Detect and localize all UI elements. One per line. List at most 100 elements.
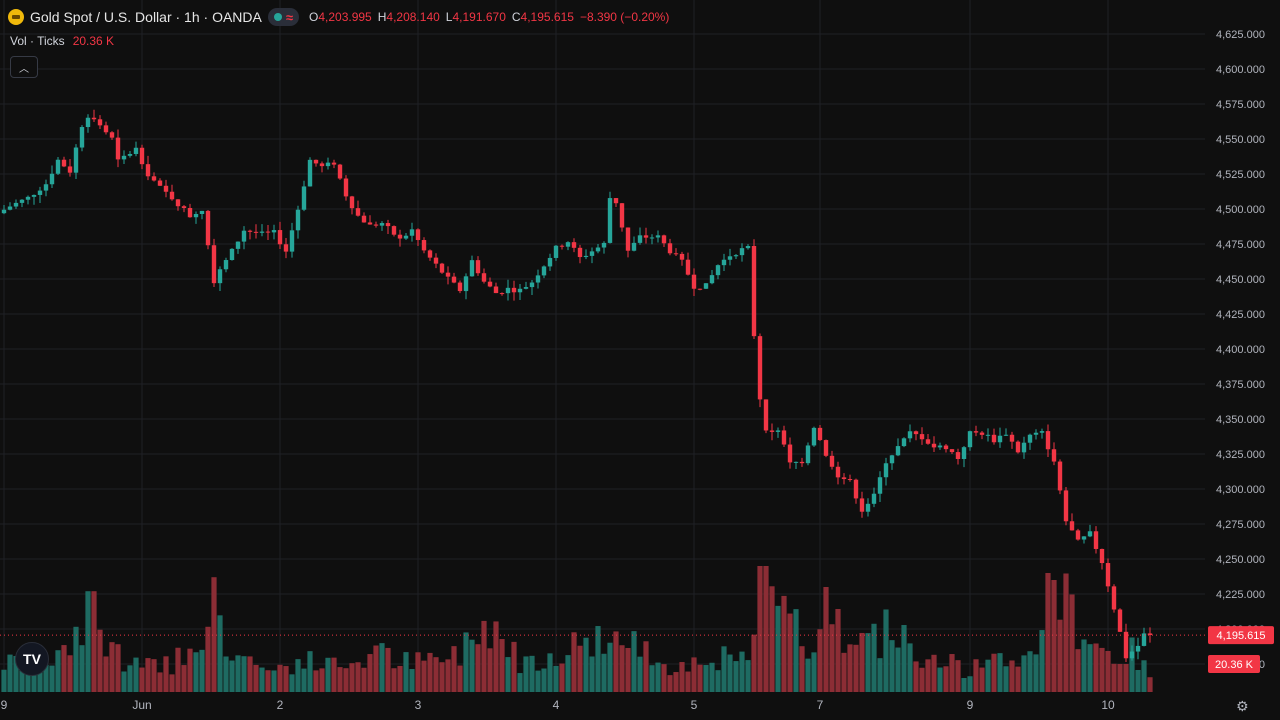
volume-bar <box>937 667 943 692</box>
candle-body <box>601 242 607 248</box>
y-tick-label: 4,625.000 <box>1216 29 1265 41</box>
candle-body <box>199 210 205 215</box>
volume-bar <box>139 667 145 692</box>
candle-body <box>439 263 445 273</box>
candle-body <box>331 162 337 165</box>
candle-body <box>31 194 37 197</box>
price-axis[interactable]: 4,175.0004,200.0004,225.0004,250.0004,27… <box>1205 0 1280 720</box>
candle-body <box>121 155 127 160</box>
volume-bar <box>109 642 115 692</box>
candle-body <box>589 251 595 256</box>
volume-bar <box>37 667 43 692</box>
candle-body <box>181 206 187 209</box>
candle-body <box>973 431 979 433</box>
y-tick-label: 4,325.000 <box>1216 449 1265 461</box>
volume-bar <box>667 675 673 692</box>
candle-body <box>481 273 487 282</box>
candle-body <box>841 477 847 480</box>
volume-bar <box>805 658 811 692</box>
collapse-legend-button[interactable]: ︿ <box>10 56 38 78</box>
candle-body <box>349 196 355 209</box>
candle-body <box>1063 490 1069 522</box>
volume-bar <box>505 657 511 692</box>
volume-bar <box>325 657 331 692</box>
volume-bar <box>271 670 277 692</box>
volume-bar <box>265 670 271 692</box>
candle-body <box>871 493 877 504</box>
candle-body <box>823 440 829 456</box>
market-status-pill[interactable]: ≈ <box>267 8 299 26</box>
chart-grid <box>0 0 1205 692</box>
tradingview-logo-icon[interactable]: TV <box>15 642 49 676</box>
candle-body <box>961 447 967 460</box>
volume-bar <box>367 654 373 692</box>
volume-bar <box>595 626 601 692</box>
candle-body <box>799 461 805 464</box>
volume-bar <box>631 631 637 692</box>
time-axis[interactable]: 9 Jun 2 3 4 5 7 9 10 <box>1 698 1115 712</box>
volume-bar <box>163 656 169 692</box>
x-tick-label: 7 <box>817 698 824 712</box>
volume-bar <box>571 632 577 692</box>
volume-label[interactable]: Vol · Ticks <box>10 34 65 48</box>
candle-body <box>805 445 811 464</box>
volume-bar <box>913 661 919 692</box>
candle-body <box>595 247 601 252</box>
volume-bar <box>655 662 661 692</box>
candle-body <box>613 198 619 204</box>
x-tick-label: Jun <box>132 698 151 712</box>
y-tick-label: 4,350.000 <box>1216 414 1265 426</box>
symbol-legend: Gold Spot / U.S. Dollar · 1h · OANDA ≈ O… <box>8 8 669 26</box>
candle-body <box>637 235 643 243</box>
symbol-title[interactable]: Gold Spot / U.S. Dollar · 1h · OANDA <box>30 9 262 25</box>
volume-bar <box>103 656 109 692</box>
x-tick-label: 10 <box>1101 698 1115 712</box>
volume-bar <box>229 660 235 692</box>
volume-bar <box>331 657 337 692</box>
volume-bar <box>61 645 67 692</box>
candle-body <box>151 176 157 181</box>
candle-body <box>73 147 79 173</box>
candle-body <box>1045 431 1051 450</box>
candle-body <box>265 231 271 233</box>
candle-body <box>901 438 907 447</box>
candle-body <box>1039 431 1045 433</box>
volume-bar <box>577 645 583 692</box>
candle-body <box>1135 645 1141 652</box>
candle-body <box>697 288 703 290</box>
volume-bar <box>313 670 319 692</box>
candle-body <box>427 250 433 258</box>
candle-body <box>49 173 55 185</box>
volume-bar <box>685 671 691 692</box>
y-tick-label: 4,425.000 <box>1216 309 1265 321</box>
volume-bar <box>853 644 859 692</box>
candle-body <box>1069 521 1075 531</box>
volume-bar <box>799 646 805 692</box>
candle-body <box>37 190 43 195</box>
close-label: C <box>511 10 521 24</box>
candle-body <box>955 452 961 460</box>
volume-bar <box>493 621 499 692</box>
volume-bar <box>1033 654 1039 692</box>
ohlc-values: O4,203.995 H4,208.140 L4,191.670 C4,195.… <box>309 10 669 24</box>
candle-body <box>343 178 349 197</box>
volume-bar <box>391 668 397 692</box>
volume-bar <box>343 668 349 692</box>
volume-bar <box>1045 573 1051 692</box>
x-tick-label: 9 <box>967 698 974 712</box>
volume-bar <box>547 653 553 692</box>
candle-body <box>1021 442 1027 453</box>
candle-body <box>673 253 679 255</box>
candle-body <box>529 282 535 288</box>
gear-icon[interactable]: ⚙ <box>1236 698 1249 714</box>
y-tick-label: 4,275.000 <box>1216 519 1265 531</box>
candle-body <box>1015 441 1021 453</box>
volume-bar <box>1051 580 1057 692</box>
candle-body <box>997 435 1003 443</box>
candle-body <box>247 230 253 232</box>
candle-body <box>127 153 133 156</box>
candle-body <box>829 455 835 467</box>
candle-body <box>463 276 469 292</box>
volume-bar <box>931 654 937 692</box>
